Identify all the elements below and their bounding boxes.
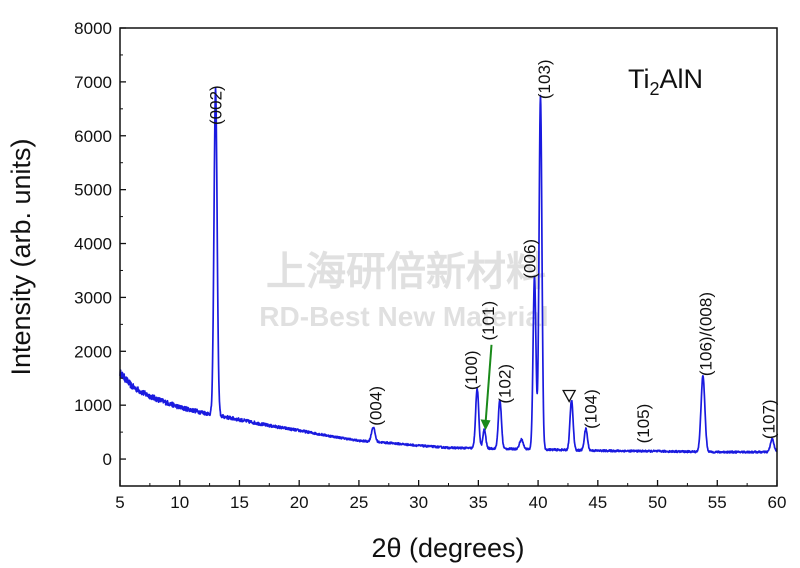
y-tick-label: 7000: [74, 73, 112, 92]
y-tick-label: 4000: [74, 235, 112, 254]
series-layer: [119, 87, 778, 454]
watermark: 上海研倍新材料 RD-Best New Material: [259, 249, 548, 332]
arrow-shaft: [484, 344, 493, 424]
x-tick-label: 10: [170, 493, 189, 512]
y-tick-label: 1000: [74, 396, 112, 415]
y-tick-label: 2000: [74, 342, 112, 361]
peak-label: (104): [582, 389, 601, 429]
peak-annotations: (002) (004) (100) (101) (102) (006) (103) (104)…: [207, 59, 779, 443]
y-tick-label: 0: [103, 450, 112, 469]
peak-label: (101): [479, 301, 498, 341]
watermark-chinese: 上海研倍新材料: [266, 249, 546, 295]
x-tick-label: 45: [588, 493, 607, 512]
peak-label: (106)/(008): [696, 292, 715, 376]
x-tick-label: 15: [230, 493, 249, 512]
peak-label: (102): [496, 364, 515, 404]
compound-subscript: 2: [650, 79, 660, 99]
x-axis-title: 2θ (degrees): [371, 533, 524, 563]
peak-label: (006): [521, 239, 540, 279]
axis-ticks: 5 10 15 20 25 30 35 40 45 50 55 60 0 1000 2000 3000 4000…: [74, 19, 786, 512]
compound-rest: AlN: [660, 64, 704, 94]
y-tick-label: 6000: [74, 127, 112, 146]
x-tick-label: 5: [115, 493, 124, 512]
xrd-pattern-line: [119, 87, 778, 454]
y-tick-label: 8000: [74, 19, 112, 38]
x-tick-label: 25: [349, 493, 368, 512]
peak-label: (107): [760, 399, 779, 439]
compound-main: Ti: [628, 64, 650, 94]
x-tick-label: 20: [290, 493, 309, 512]
peak-label: (004): [367, 386, 386, 426]
x-tick-label: 40: [529, 493, 548, 512]
x-tick-label: 30: [409, 493, 428, 512]
y-axis-title: Intensity (arb. units): [6, 138, 36, 375]
y-tick-label: 3000: [74, 288, 112, 307]
triangle-marker: [562, 389, 577, 403]
arrow-head: [480, 419, 491, 431]
watermark-english: RD-Best New Material: [259, 301, 548, 332]
peak-label: (002): [207, 85, 226, 125]
peak-label: (103): [535, 59, 554, 99]
x-tick-label: 60: [768, 493, 787, 512]
compound-label: Ti2AlN: [628, 64, 703, 99]
y-tick-label: 5000: [74, 181, 112, 200]
peak-label: (105): [634, 404, 653, 444]
x-tick-label: 50: [648, 493, 667, 512]
x-tick-label: 35: [469, 493, 488, 512]
peak-label: (100): [462, 350, 481, 390]
x-tick-label: 55: [708, 493, 727, 512]
